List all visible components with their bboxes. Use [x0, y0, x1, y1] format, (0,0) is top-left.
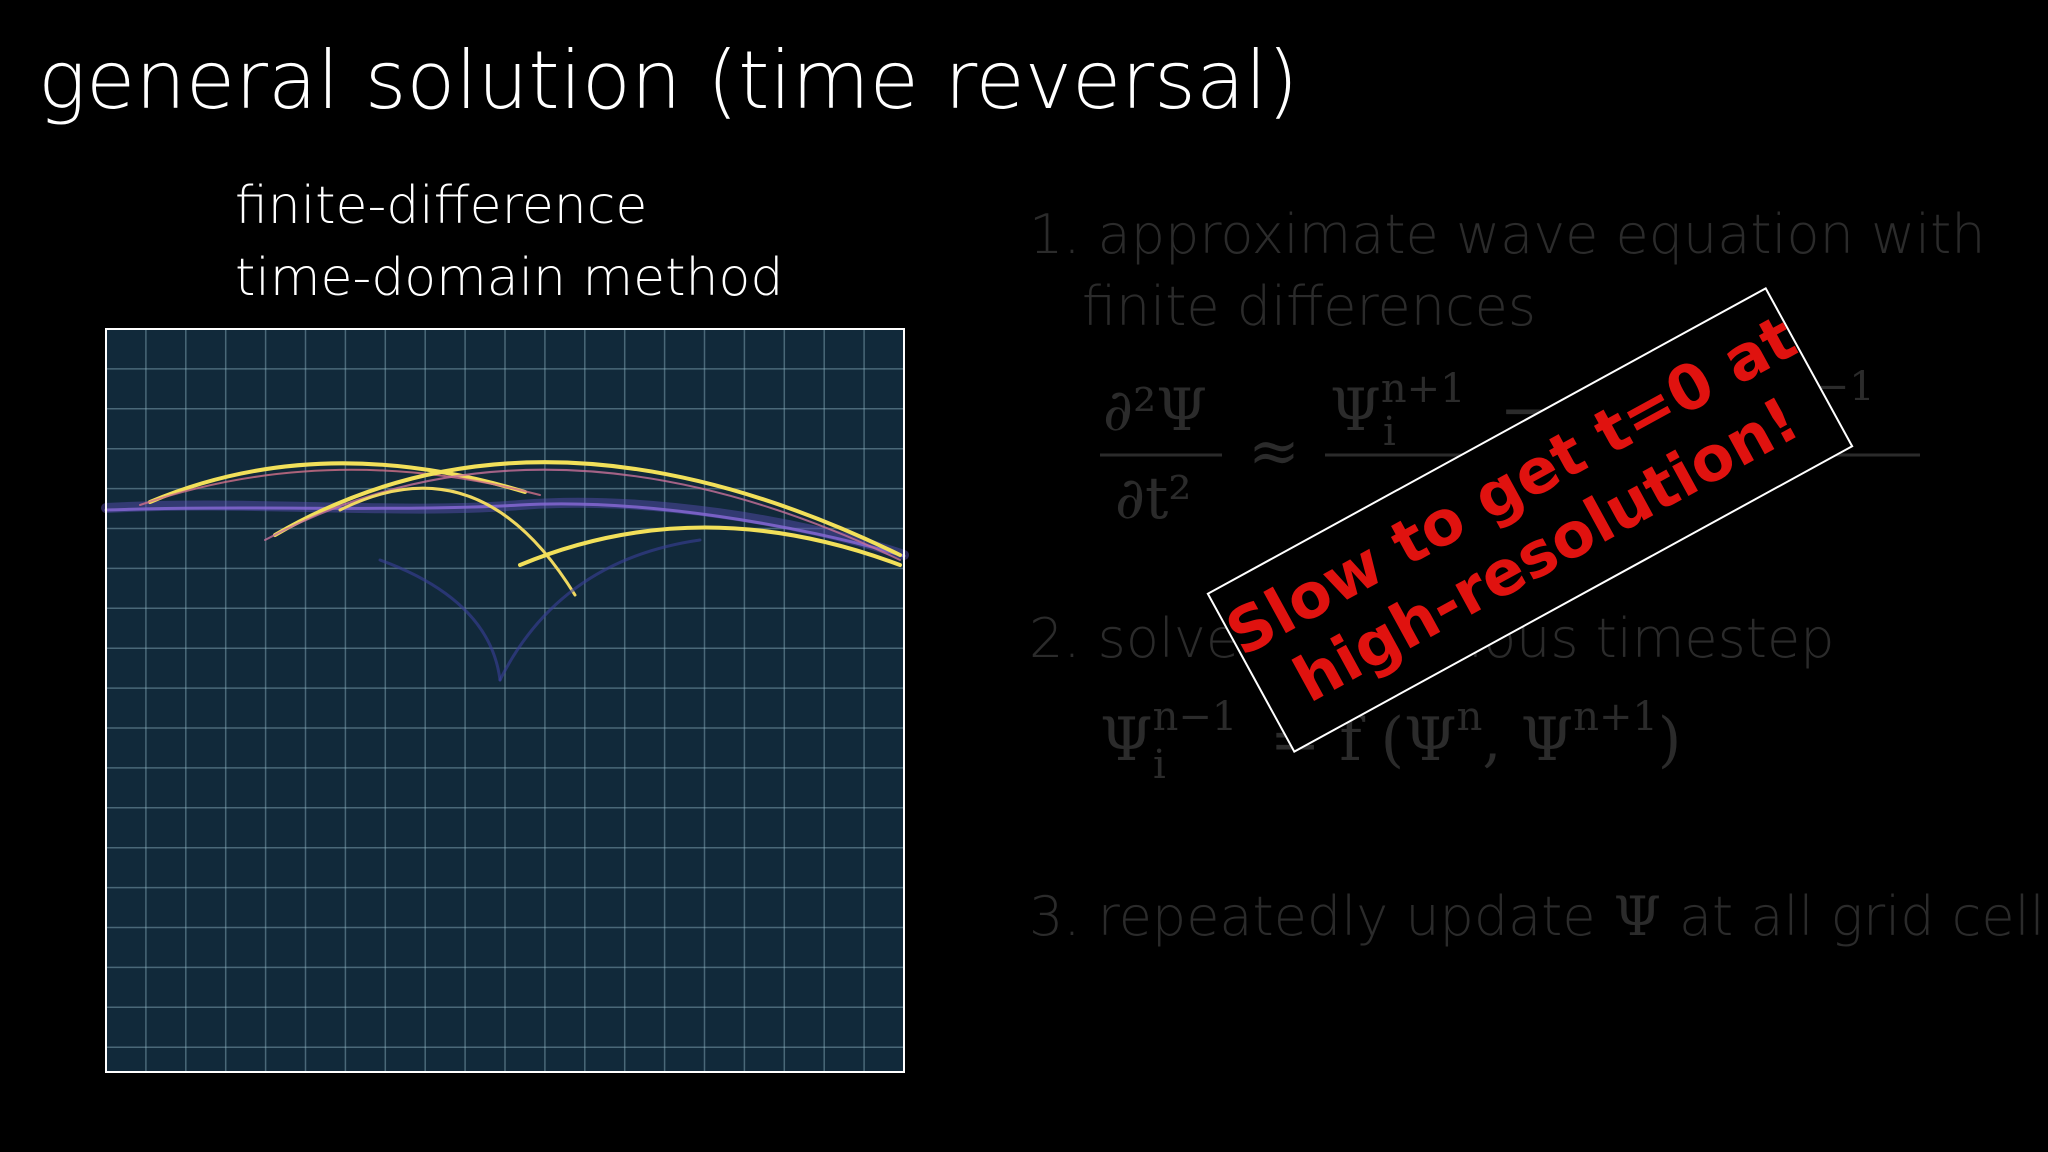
- math: n: [1457, 694, 1483, 740]
- wave: [139, 468, 541, 506]
- math: Ψn+1: [1330, 366, 1466, 444]
- wave: [338, 486, 577, 597]
- wave: [104, 502, 906, 558]
- math: Ψ: [1614, 885, 1661, 948]
- math: ∂²Ψ: [1103, 376, 1207, 444]
- math: i: [1383, 409, 1396, 455]
- panel-caption: finite-difference: [235, 176, 647, 236]
- wave: [273, 460, 902, 557]
- equation: Ψn−1 i = f (Ψn, Ψn+1): [1100, 694, 1681, 788]
- step-text: 3. repeatedly update: [1029, 885, 1596, 948]
- wavefronts: [101, 460, 909, 682]
- panel-background: [106, 329, 904, 1072]
- math: ): [1658, 705, 1681, 775]
- math: Ψ: [1100, 705, 1153, 775]
- wave: [518, 525, 902, 567]
- math: i: [1153, 742, 1166, 788]
- wave: [264, 468, 901, 561]
- panel-border: [105, 328, 905, 1073]
- panel-caption: time-domain method: [235, 248, 783, 308]
- wave: [378, 558, 502, 682]
- step-text: 1. approximate wave equation with: [1029, 203, 1986, 266]
- math: Ψ: [1330, 376, 1381, 444]
- wave: [148, 461, 527, 504]
- callout-box: [1206, 286, 1854, 754]
- math: n−1: [1153, 694, 1238, 740]
- math: ∂t²: [1115, 464, 1192, 532]
- slide-title: general solution (time reversal): [38, 34, 1298, 127]
- math: n+1: [1573, 694, 1658, 740]
- wave: [498, 538, 702, 682]
- math: Ψn−1: [1100, 694, 1237, 775]
- grid: [106, 329, 905, 1072]
- math: n+1: [1381, 366, 1466, 412]
- math: , Ψ: [1482, 705, 1573, 775]
- math: ≈: [1248, 414, 1300, 487]
- step-text: at all grid cells: [1679, 885, 2048, 948]
- step-text: finite differences: [1082, 275, 1536, 338]
- simulation-panel: [101, 328, 909, 1073]
